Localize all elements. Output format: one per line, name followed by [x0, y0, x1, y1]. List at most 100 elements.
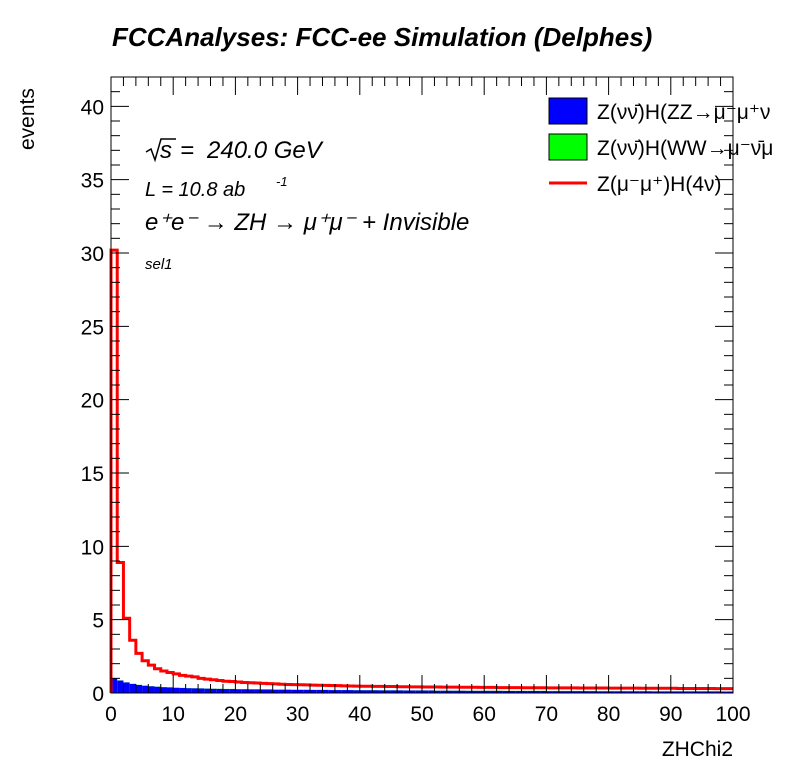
- histogram-bar-zz: [415, 690, 422, 693]
- histogram-bar-zz: [446, 690, 454, 693]
- histogram-bar-zz: [701, 691, 709, 693]
- histogram-bar-zz: [521, 690, 528, 693]
- histogram-bar-zz: [303, 689, 311, 693]
- histogram-bar-zz: [328, 690, 335, 693]
- histogram-bar-zz: [670, 691, 678, 693]
- y-tick-label: 40: [81, 96, 104, 119]
- y-tick-label: 25: [81, 316, 104, 339]
- histogram-bar-zz: [471, 690, 478, 693]
- histogram-bar-zz: [614, 691, 622, 693]
- histogram-bar-zz: [316, 689, 323, 693]
- histogram-bar-zz: [241, 689, 248, 693]
- x-tick-label: 100: [715, 703, 750, 726]
- x-tick-label: 40: [348, 703, 371, 726]
- legend: Z(νν̄)H(ZZ→μ⁻μ⁺ν Z(νν̄)H(WW→μ⁻ν̄μ Z(μ⁻μ⁺…: [548, 97, 773, 196]
- histogram-bar-zz: [565, 691, 572, 693]
- x-tick-label: 20: [224, 703, 247, 726]
- legend-label-zz: Z(νν̄)H(ZZ→μ⁻μ⁺ν: [597, 101, 771, 124]
- histogram-bar-zz: [533, 690, 541, 693]
- histogram-bar-zz: [677, 691, 684, 693]
- histogram-bar-zz: [154, 686, 161, 693]
- histogram-bar-zz: [359, 690, 367, 693]
- histogram-bar-zz: [720, 691, 727, 693]
- histogram-bar-zz: [608, 691, 615, 693]
- histogram-bar-zz: [142, 685, 149, 693]
- histogram-bar-zz: [453, 690, 460, 693]
- svg-text:=: =: [180, 137, 194, 164]
- histogram-bar-zz: [633, 691, 640, 693]
- histogram-bar-zz: [173, 687, 180, 693]
- histogram-bar-zz: [683, 691, 690, 693]
- x-tick-label: 80: [597, 703, 620, 726]
- plot-area: [109, 248, 733, 693]
- legend-label-4nu: Z(μ⁻μ⁺)H(4ν): [597, 173, 722, 196]
- y-axis-label: events: [16, 88, 39, 150]
- histogram-bar-zz: [403, 690, 410, 693]
- histogram-bar-zz: [596, 691, 603, 693]
- x-axis-label: ZHChi2: [662, 738, 733, 761]
- lumi-exponent: -1: [276, 174, 288, 189]
- histogram-bar-zz: [397, 690, 404, 693]
- plot-frame: [110, 76, 734, 694]
- histogram-bar-zz: [117, 680, 124, 693]
- y-tick-label: 20: [81, 390, 104, 413]
- histogram-bar-zz: [527, 690, 534, 693]
- histogram-bar-zz: [210, 688, 217, 693]
- sqrt-s-annotation: s = 240.0 GeV: [145, 137, 324, 164]
- histogram-bar-zz: [260, 689, 267, 693]
- histogram-bar-zz: [583, 691, 590, 693]
- histogram-bar-zz: [166, 687, 174, 693]
- histogram-bar-zz: [422, 690, 429, 693]
- histogram-bar-zz: [552, 691, 559, 693]
- process-annotation: e⁺e⁻ → ZH → μ⁺μ⁻ + Invisible: [145, 209, 469, 236]
- histogram-bar-zz: [484, 690, 491, 693]
- histogram-bar-zz: [664, 691, 671, 693]
- axis-tick-labels: 0 10 20 30 40 50 60 70 80 90 100 0 5 10 15 20 25 30 35 40: [81, 96, 751, 726]
- histogram-bar-zz: [347, 690, 354, 693]
- histogram-bar-zz: [247, 689, 255, 693]
- x-tick-label: 60: [473, 703, 496, 726]
- histogram-bar-zz: [440, 690, 447, 693]
- histogram-bar-zz: [216, 688, 223, 693]
- histogram-bar-zz: [310, 689, 317, 693]
- histogram-bar-zz: [204, 688, 211, 693]
- histogram-line-4nu: [109, 248, 733, 693]
- histogram-bar-zz: [272, 689, 279, 693]
- sqrt-symbol: [145, 138, 176, 163]
- selection-annotation: sel1: [145, 256, 173, 273]
- y-tick-label: 5: [92, 610, 104, 633]
- histogram-bar-zz: [123, 682, 130, 693]
- histogram-bar-zz: [434, 690, 441, 693]
- lumi-text: L = 10.8 ab: [145, 179, 245, 201]
- histogram-bar-zz: [502, 690, 510, 693]
- x-tick-label: 90: [659, 703, 682, 726]
- histogram-bar-zz: [714, 691, 721, 693]
- histogram-bar-zz: [509, 690, 516, 693]
- histogram-bar-zz: [602, 691, 609, 693]
- histogram-bar-zz: [639, 691, 646, 693]
- histogram-bar-zz: [185, 688, 192, 693]
- histogram-bar-zz: [148, 686, 155, 693]
- histogram-bar-zz: [546, 691, 553, 693]
- histogram-bar-zz: [235, 689, 242, 693]
- histogram-bar-zz: [366, 690, 373, 693]
- legend-label-ww: Z(νν̄)H(WW→μ⁻ν̄μ: [597, 137, 773, 160]
- histogram-bar-zz: [645, 691, 653, 693]
- y-tick-label: 35: [81, 170, 104, 193]
- histogram-bar-zz: [160, 687, 167, 693]
- histogram-bar-zz: [198, 688, 205, 693]
- x-tick-label: 10: [162, 703, 185, 726]
- histogram-bar-zz: [477, 690, 485, 693]
- histogram-bar-zz: [378, 690, 385, 693]
- histogram-bar-zz: [266, 689, 273, 693]
- histogram-bar-zz: [428, 690, 435, 693]
- legend-swatch-ww: [548, 133, 588, 161]
- histogram-bar-zz: [465, 690, 472, 693]
- y-tick-label: 15: [81, 463, 104, 486]
- histogram-bar-zz: [291, 689, 298, 693]
- x-tick-label: 0: [105, 703, 117, 726]
- sqrt-s-value: 240.0 GeV: [206, 137, 324, 164]
- x-tick-label: 30: [286, 703, 309, 726]
- histogram-bar-zz: [496, 690, 503, 693]
